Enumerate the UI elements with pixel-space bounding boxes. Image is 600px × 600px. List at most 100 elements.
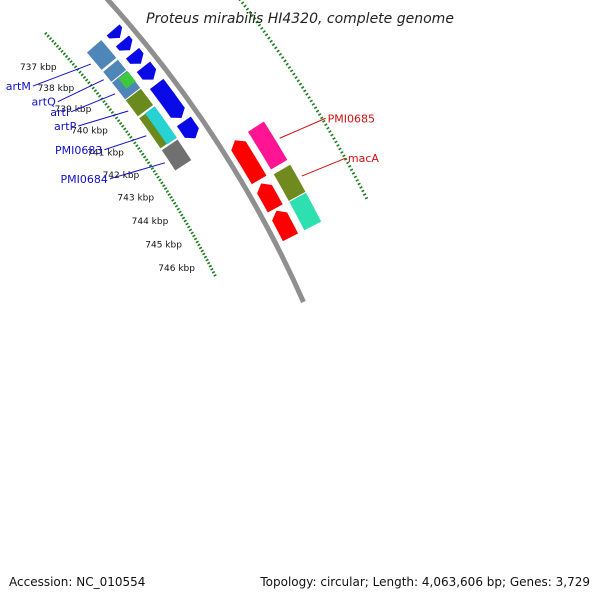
outer-ring-tick (334, 140, 338, 144)
inner-ring-tick (71, 62, 75, 66)
inner-ring-tick (58, 47, 62, 51)
ruler-label: 737 kbp (20, 63, 57, 73)
ruler-label: 743 kbp (117, 194, 154, 204)
inner-ring-tick (150, 166, 155, 170)
inner-ring-tick (80, 73, 84, 77)
inner-ring-tick (160, 181, 164, 185)
map-title: Proteus mirabilis HI4320, complete genom… (146, 11, 454, 27)
gene-label-artq[interactable]: artQ (32, 96, 57, 109)
inner-ring-tick (129, 135, 133, 139)
inner-ring-tick (137, 147, 141, 151)
inner-ring-tick (211, 270, 216, 274)
outer-ring-tick (359, 186, 363, 189)
inner-ring-tick (67, 57, 71, 61)
inner-ring-tick (197, 243, 201, 247)
outer-ring-tick (267, 36, 271, 40)
inner-ring-tick (192, 234, 196, 238)
outer-ring-tick (269, 39, 273, 43)
gene-artp[interactable] (124, 87, 155, 118)
gene-label-maca[interactable]: macA (348, 152, 380, 165)
inner-ring-tick (187, 225, 191, 229)
inner-ring-tick (198, 246, 203, 250)
inner-ring-tick (116, 119, 121, 123)
outer-ring-tick (351, 171, 356, 175)
inner-ring-tick (87, 81, 91, 85)
inner-ring-tick (98, 94, 102, 98)
outer-ring-tick (328, 130, 332, 134)
forward-orf-arrow[interactable] (175, 115, 200, 140)
reverse-orf-arrow[interactable] (256, 182, 285, 214)
inner-ring-tick (152, 169, 157, 173)
inner-ring-tick (46, 34, 50, 38)
inner-ring-tick (69, 60, 73, 64)
inner-ring-tick (108, 108, 112, 112)
outer-ring-tick (296, 79, 300, 83)
forward-orf-arrow[interactable] (124, 46, 145, 65)
inner-ring-tick (125, 130, 129, 134)
outer-ring-tick (240, 1, 245, 5)
leader-line (109, 162, 166, 180)
inner-ring-tick (148, 164, 153, 168)
outer-ring-tick (248, 10, 252, 14)
inner-ring-tick (154, 172, 158, 176)
leader-line (57, 79, 104, 103)
inner-ring-tick (203, 255, 208, 259)
gene-pmi0685[interactable] (246, 120, 289, 171)
outer-ring-tick (353, 175, 358, 179)
forward-orf-arrow[interactable] (105, 23, 124, 40)
outer-ring-tick (336, 143, 340, 147)
outer-ring-tick (324, 123, 328, 127)
inner-ring-tick (205, 258, 209, 262)
gene-label-arti[interactable]: artI (50, 106, 69, 119)
inner-ring-tick (146, 161, 151, 165)
outer-ring-tick (338, 147, 342, 151)
outer-ring-tick (243, 4, 247, 8)
inner-ring-tick (142, 155, 147, 159)
outer-ring-tick (283, 59, 287, 63)
outer-ring-tick (326, 126, 330, 130)
gene-label-pmi0683[interactable]: PMI0683 (55, 144, 102, 157)
inner-ring-tick (167, 193, 171, 196)
genome-summary-text: Topology: circular; Length: 4,063,606 bp… (259, 575, 590, 589)
inner-ring-tick (84, 78, 89, 82)
outer-ring-tick (250, 14, 254, 18)
gene-label-pmi0684[interactable]: PMI0684 (60, 173, 107, 186)
inner-ring-tick (206, 261, 211, 265)
gene-pmi0684[interactable] (160, 138, 193, 172)
inner-ring-tick (176, 207, 180, 211)
inner-ring-tick (190, 231, 194, 235)
inner-ring-tick (169, 195, 173, 199)
gene-label-pmi0685[interactable]: PMI0685 (328, 112, 375, 125)
forward-orf-arrow[interactable] (135, 60, 158, 81)
forward-orf-arrow[interactable] (114, 34, 134, 52)
gene-label-artm[interactable]: artM (6, 80, 31, 93)
gene-artm[interactable] (85, 38, 118, 72)
outer-ring-tick (355, 178, 359, 182)
inner-ring-tick (110, 110, 115, 114)
ruler-label: 745 kbp (145, 240, 182, 250)
gene-unlabeled[interactable] (287, 191, 323, 232)
gene-label-artp[interactable]: artP (54, 120, 77, 133)
inner-ring-tick (139, 149, 143, 153)
outer-ring-tick (309, 99, 313, 103)
inner-ring-tick (106, 105, 110, 109)
ruler-label: 738 kbp (38, 84, 75, 94)
inner-ring-tick (114, 116, 119, 120)
outer-ring-tick (349, 168, 354, 172)
outer-ring-tick (257, 23, 262, 27)
outer-ring-tick (322, 119, 326, 123)
forward-orf-arrow[interactable] (148, 77, 186, 120)
inner-ring-tick (118, 121, 123, 125)
inner-ring-tick (78, 70, 82, 74)
outer-ring-tick (292, 72, 296, 76)
leader-line (32, 63, 92, 87)
reverse-orf-arrow[interactable] (271, 209, 300, 243)
reverse-orf-arrow[interactable] (230, 139, 268, 186)
inner-ring-tick (95, 91, 100, 95)
inner-ring-tick (144, 158, 149, 162)
inner-ring-tick (178, 210, 182, 214)
outer-ring-tick (238, 0, 242, 2)
ruler-label: 741 kbp (87, 149, 124, 159)
